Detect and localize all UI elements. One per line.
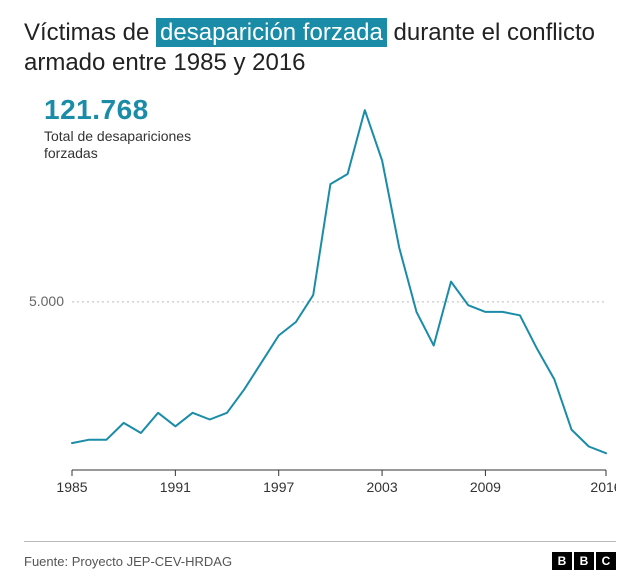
footer: Fuente: Proyecto JEP-CEV-HRDAG BBC: [24, 541, 616, 584]
chart-svg: 5.000 1985 1991 1997 2003 2009 2016: [24, 90, 616, 510]
svg-text:2016: 2016: [590, 479, 616, 495]
source-text: Fuente: Proyecto JEP-CEV-HRDAG: [24, 554, 232, 569]
title-pre: Víctimas de: [24, 19, 156, 46]
svg-text:2009: 2009: [470, 479, 501, 495]
bbc-logo: BBC: [552, 552, 616, 570]
svg-text:1997: 1997: [263, 479, 294, 495]
title-highlight: desaparición forzada: [156, 18, 387, 47]
chart-title: Víctimas de desaparición forzada durante…: [0, 0, 640, 86]
svg-text:5.000: 5.000: [29, 293, 64, 309]
svg-text:1991: 1991: [160, 479, 191, 495]
svg-text:2003: 2003: [366, 479, 397, 495]
line-chart: 5.000 1985 1991 1997 2003 2009 2016: [24, 90, 616, 510]
svg-text:1985: 1985: [56, 479, 87, 495]
